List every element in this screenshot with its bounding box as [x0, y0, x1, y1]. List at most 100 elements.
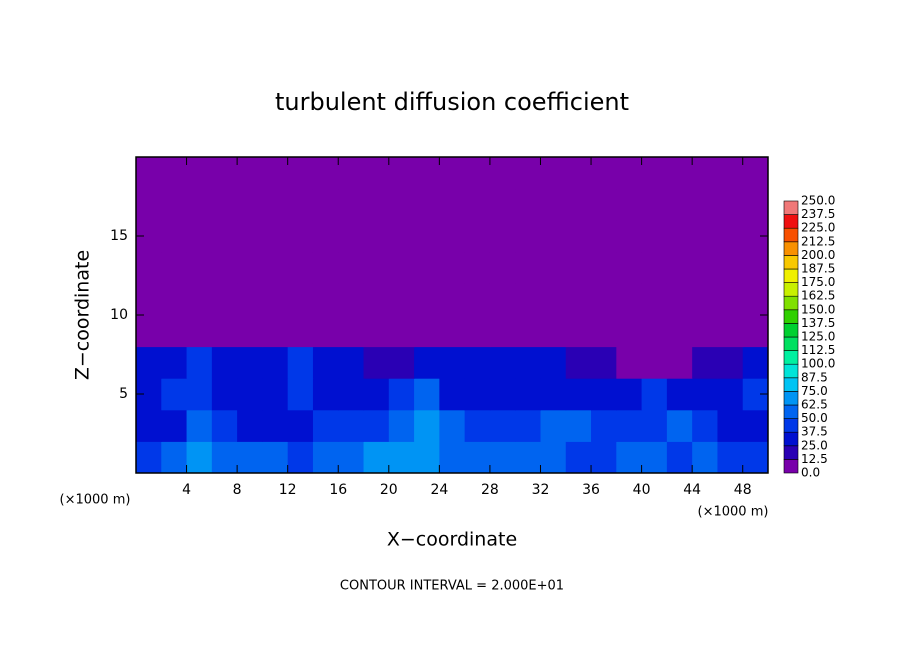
heatmap-cell	[338, 409, 365, 442]
colorbar-label: 212.5	[801, 234, 835, 248]
colorbar-label: 237.5	[801, 207, 835, 221]
heatmap-cell	[540, 315, 567, 348]
x-tick-label: 4	[182, 482, 191, 498]
heatmap-cell	[464, 409, 491, 442]
heatmap-cell	[692, 378, 718, 411]
colorbar-label: 100.0	[801, 357, 835, 371]
heatmap-cell	[515, 220, 541, 253]
heatmap-cell	[186, 315, 213, 348]
heatmap-cell	[565, 251, 592, 284]
heatmap-cell	[717, 251, 744, 284]
heatmap-cell	[237, 157, 263, 190]
heatmap-cell	[363, 441, 390, 474]
heatmap-cell	[489, 346, 516, 379]
heatmap-cell	[338, 220, 365, 253]
x-tick-label: 48	[734, 482, 752, 498]
colorbar-label: 75.0	[801, 384, 828, 398]
heatmap-cell	[489, 315, 516, 348]
heatmap-cell	[186, 188, 213, 221]
heatmap-cell	[237, 441, 263, 474]
heatmap-cell	[717, 220, 744, 253]
heatmap-cell	[616, 157, 643, 190]
heatmap-cell	[363, 346, 390, 379]
heatmap-cell	[742, 409, 769, 442]
heatmap-cell	[363, 409, 390, 442]
heatmap-cell	[515, 157, 541, 190]
colorbar-label: 0.0	[801, 466, 820, 480]
heatmap-cell	[540, 378, 567, 411]
colorbar-label: 225.0	[801, 221, 835, 235]
heatmap-cell	[262, 441, 289, 474]
heatmap-cell	[717, 378, 744, 411]
heatmap-cell	[464, 251, 491, 284]
heatmap-cell	[489, 251, 516, 284]
colorbar-swatch	[783, 377, 799, 392]
heatmap-cell	[312, 283, 339, 316]
heatmap-cell	[262, 251, 289, 284]
heatmap-cell	[439, 220, 466, 253]
heatmap-cell	[666, 441, 693, 474]
heatmap-cell	[363, 251, 390, 284]
colorbar-swatch	[783, 391, 799, 406]
heatmap-cell	[515, 283, 541, 316]
colorbar-label: 50.0	[801, 411, 828, 425]
heatmap-cell	[363, 220, 390, 253]
x-tick-label: 40	[633, 482, 651, 498]
heatmap-cell	[287, 251, 314, 284]
y-tick-label: 10	[110, 307, 128, 323]
colorbar-swatch	[783, 418, 799, 433]
x-unit-label: (×1000 m)	[60, 493, 131, 508]
heatmap-cell	[414, 441, 440, 474]
heatmap-cell	[161, 220, 188, 253]
heatmap-cell	[262, 346, 289, 379]
heatmap-cell	[439, 346, 466, 379]
heatmap-cell	[211, 315, 238, 348]
colorbar-swatch	[783, 431, 799, 447]
heatmap-cell	[616, 220, 643, 253]
heatmap-cell	[616, 409, 643, 442]
heatmap-cell	[262, 220, 289, 253]
heatmap-cell	[591, 283, 617, 316]
heatmap-cell	[666, 188, 693, 221]
heatmap-cell	[717, 346, 744, 379]
heatmap-cell	[312, 315, 339, 348]
heatmap-cell	[717, 283, 744, 316]
heatmap-cell	[515, 315, 541, 348]
heatmap-cell	[666, 220, 693, 253]
heatmap-cell	[439, 157, 466, 190]
heatmap-cell	[363, 188, 390, 221]
heatmap-cell	[237, 378, 263, 411]
colorbar-swatch	[783, 268, 799, 283]
x-tick-label: 12	[279, 482, 297, 498]
heatmap-cell	[211, 441, 238, 474]
heatmap-cell	[363, 283, 390, 316]
heatmap-cell	[489, 441, 516, 474]
colorbar-label: 137.5	[801, 316, 835, 330]
heatmap-cell	[692, 188, 718, 221]
heatmap-cell	[388, 251, 415, 284]
heatmap-cell	[237, 188, 263, 221]
heatmap-cell	[237, 220, 263, 253]
heatmap-cell	[136, 315, 162, 348]
x-tick-label: 44	[683, 482, 701, 498]
heatmap-cell	[742, 188, 769, 221]
heatmap-cell	[692, 220, 718, 253]
heatmap-cell	[312, 409, 339, 442]
colorbar-label: 62.5	[801, 398, 828, 412]
heatmap-cell	[565, 188, 592, 221]
heatmap-cell	[439, 188, 466, 221]
colorbar-swatch	[783, 282, 799, 297]
heatmap-cell	[540, 251, 567, 284]
heatmap-cell	[464, 157, 491, 190]
heatmap-cell	[186, 378, 213, 411]
x-tick-label: 24	[430, 482, 448, 498]
footnote: CONTOUR INTERVAL = 2.000E+01	[340, 579, 564, 594]
heatmap-cell	[439, 378, 466, 411]
heatmap-cell	[591, 251, 617, 284]
heatmap-cell	[692, 157, 718, 190]
colorbar-label: 175.0	[801, 275, 835, 289]
heatmap-cell	[388, 283, 415, 316]
heatmap-cell	[666, 251, 693, 284]
heatmap-cell	[540, 188, 567, 221]
